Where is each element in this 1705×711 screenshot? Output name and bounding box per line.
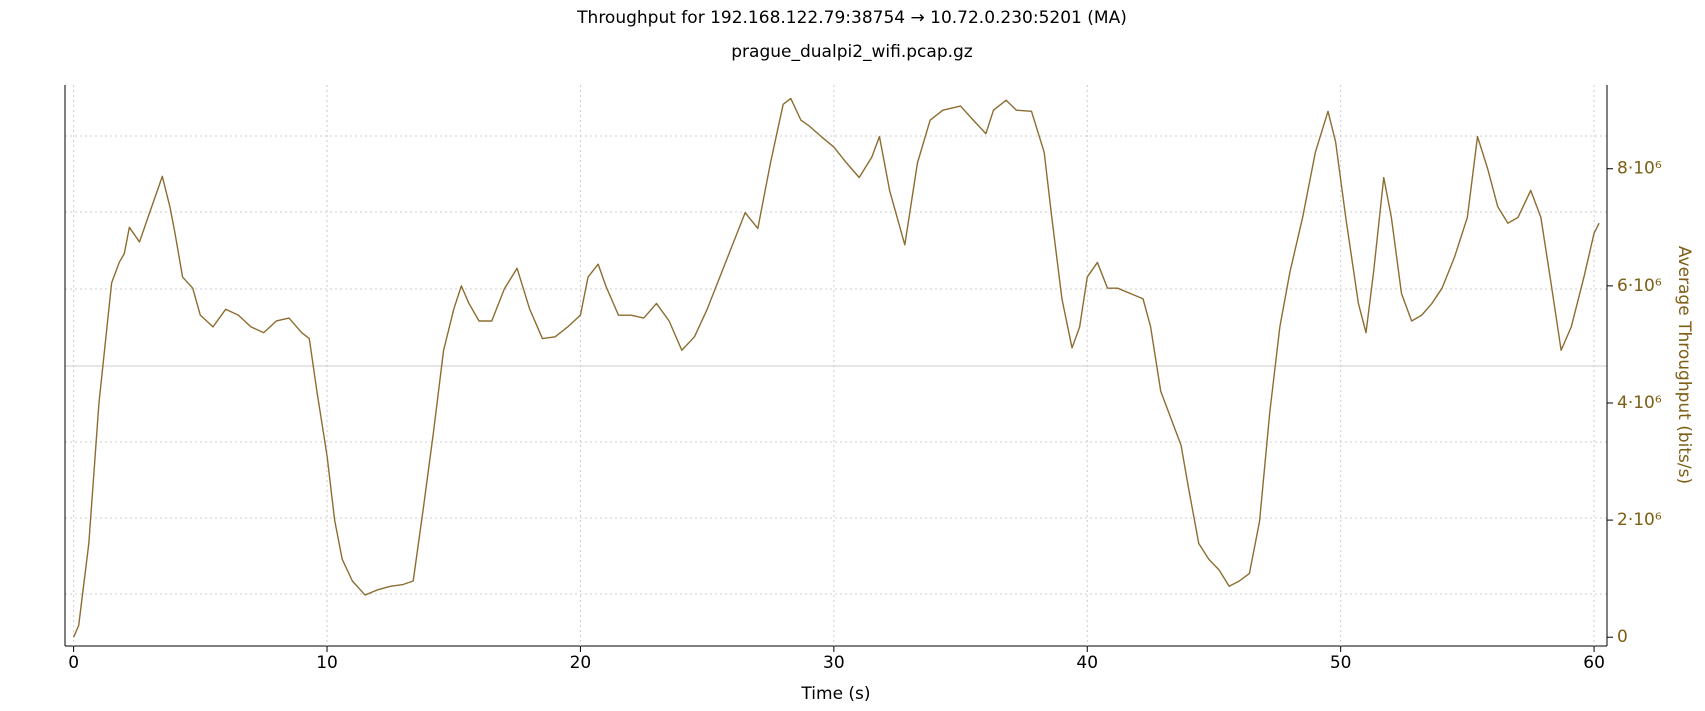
x-tick-label: 60 bbox=[1583, 653, 1605, 673]
chart-title: Throughput for 192.168.122.79:38754 → 10… bbox=[576, 8, 1127, 28]
throughput-line bbox=[72, 97, 1600, 638]
x-tick-label: 0 bbox=[68, 653, 79, 673]
x-tick-label: 30 bbox=[823, 653, 845, 673]
x-axis-label: Time (s) bbox=[800, 684, 870, 704]
y-tick-label: 8·10⁶ bbox=[1617, 159, 1662, 179]
y-tick-label: 4·10⁶ bbox=[1617, 393, 1662, 413]
x-tick-label: 20 bbox=[570, 653, 592, 673]
y-tick-label: 0 bbox=[1617, 627, 1628, 647]
chart-subtitle: prague_dualpi2_wifi.pcap.gz bbox=[731, 42, 973, 62]
y-axis-label: Average Throughput (bits/s) bbox=[1674, 246, 1694, 484]
x-tick-label: 50 bbox=[1330, 653, 1352, 673]
left-grid bbox=[65, 135, 1607, 595]
x-tick-label: 40 bbox=[1076, 653, 1098, 673]
x-tick-label: 10 bbox=[316, 653, 338, 673]
y-tick-label: 6·10⁶ bbox=[1617, 276, 1662, 296]
y-tick-label: 2·10⁶ bbox=[1617, 510, 1662, 530]
